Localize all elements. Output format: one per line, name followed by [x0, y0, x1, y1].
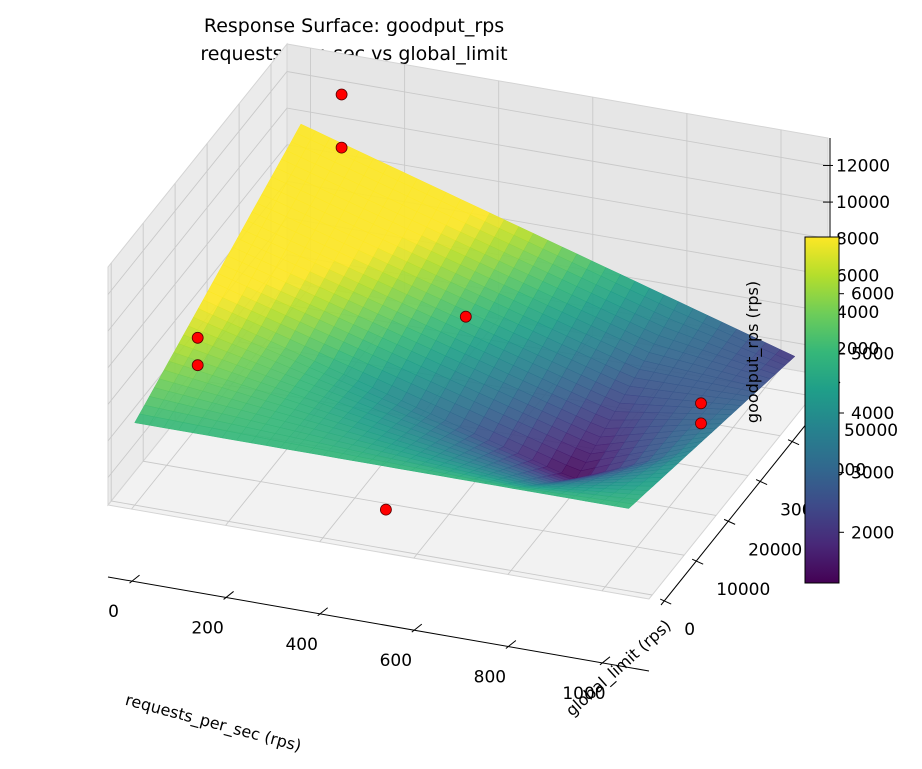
z-tick-label-2: 6000: [836, 266, 879, 286]
data-point-1: [335, 141, 348, 154]
x-tick-1: [223, 591, 234, 600]
x-tick-label-0: 0: [108, 602, 119, 622]
y-tick-label-0: 0: [684, 620, 695, 640]
colorbar-tick-label-4: 6000: [851, 285, 894, 305]
data-point-0: [335, 88, 348, 101]
grid-z-3: [107, 144, 829, 368]
x-tick-label-1: 200: [191, 618, 223, 638]
x-tick-4: [505, 640, 517, 649]
chart-title: Response Surface: goodput_rps: [204, 15, 504, 37]
colorbar: 2000 3000 4000 5000 6000: [804, 236, 894, 584]
z-tick-label-4: 10000: [836, 193, 890, 213]
data-point-6: [695, 417, 707, 430]
z-axis-label: goodput_rps (rps): [743, 281, 763, 423]
x-tick-3: [411, 623, 423, 633]
x-tick-label-5: 1000: [562, 684, 605, 704]
colorbar-gradient: [804, 236, 840, 584]
y-tick-label-1: 10000: [716, 580, 770, 600]
y-tick-2: [723, 518, 736, 525]
grid-z-4: [107, 107, 829, 332]
colorbar-tick-label-3: 5000: [851, 344, 894, 364]
z-tick-label-1: 4000: [836, 303, 879, 323]
x-axis-line: [107, 576, 650, 672]
observed-points: [191, 88, 707, 516]
x-tick-label-2: 400: [285, 635, 317, 655]
data-point-3: [191, 359, 204, 372]
grid-z-5: [107, 71, 829, 295]
y-tick-4: [787, 439, 800, 446]
x-tick-2: [317, 607, 329, 617]
data-point-4: [459, 310, 472, 323]
y-tick-0: [659, 598, 672, 605]
colorbar-tick-label-1: 3000: [851, 464, 894, 484]
y-tick-label-2: 20000: [748, 540, 802, 560]
x-tick-0: [129, 574, 140, 584]
z-tick-label-3: 8000: [836, 230, 879, 250]
x-tick-label-3: 600: [380, 651, 412, 671]
data-point-5: [695, 397, 707, 410]
x-axis-label: requests_per_sec (rps): [123, 690, 303, 756]
surface-cell: [613, 501, 635, 509]
response-surface: [134, 123, 796, 509]
grid-y-1: [142, 223, 685, 556]
colorbar-tick-label-2: 4000: [851, 404, 894, 424]
y-tick-label-5: 50000: [844, 421, 898, 441]
z-tick-label-5: 12000: [836, 157, 890, 177]
z-tick-label-0: 2000: [836, 340, 879, 360]
data-point-7: [379, 503, 392, 516]
x-tick-5: [599, 656, 611, 666]
data-point-2: [191, 331, 204, 344]
colorbar-tick-label-0: 2000: [851, 523, 894, 543]
y-axis-label: global_limit (rps): [562, 616, 675, 721]
y-tick-3: [755, 479, 768, 486]
grid-y-0: [110, 263, 653, 596]
x-tick-label-4: 800: [474, 668, 506, 688]
y-tick-1: [691, 558, 704, 565]
